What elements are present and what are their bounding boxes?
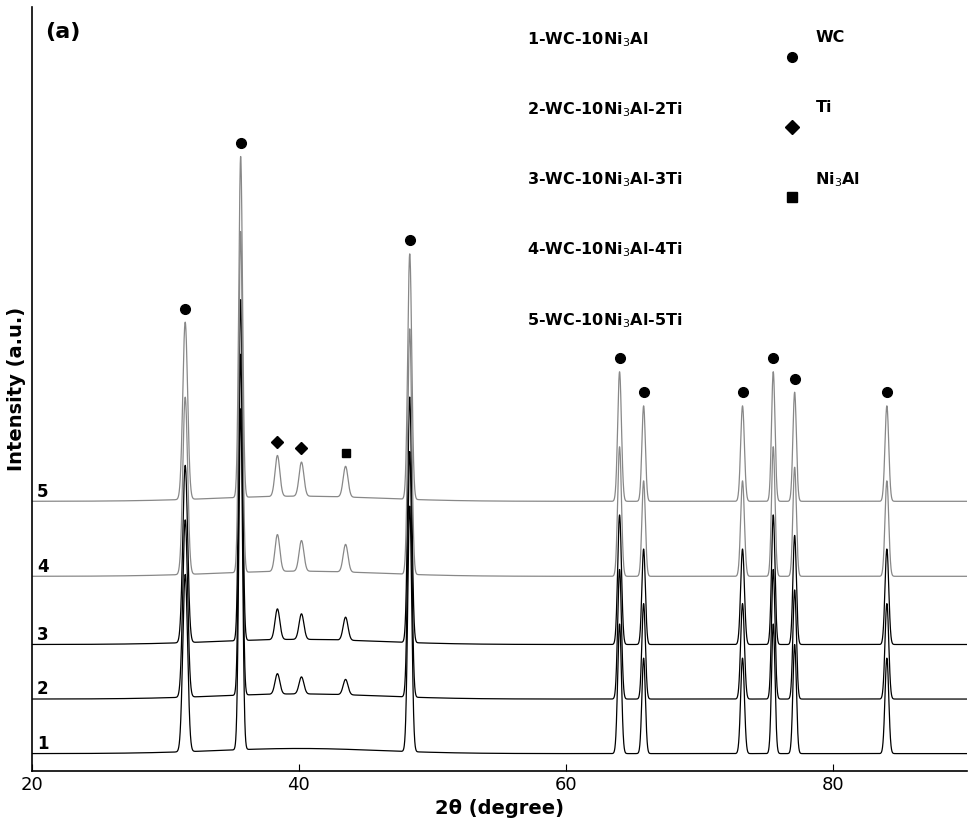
Text: WC: WC (815, 30, 844, 45)
Text: 5-WC-10Ni$_3$Al-5Ti: 5-WC-10Ni$_3$Al-5Ti (527, 311, 683, 330)
Y-axis label: Intensity (a.u.): Intensity (a.u.) (7, 307, 26, 471)
Text: 5: 5 (37, 483, 49, 501)
Text: 3-WC-10Ni$_3$Al-3Ti: 3-WC-10Ni$_3$Al-3Ti (527, 171, 683, 189)
Text: 4-WC-10Ni$_3$Al-4Ti: 4-WC-10Ni$_3$Al-4Ti (527, 241, 683, 259)
Text: 3: 3 (37, 626, 49, 644)
Text: 2-WC-10Ni$_3$Al-2Ti: 2-WC-10Ni$_3$Al-2Ti (527, 100, 683, 119)
Text: Ni$_3$Al: Ni$_3$Al (815, 171, 861, 189)
Text: 1: 1 (37, 735, 49, 753)
Text: Ti: Ti (815, 100, 832, 116)
Text: 4: 4 (37, 558, 49, 576)
Text: 1-WC-10Ni$_3$Al: 1-WC-10Ni$_3$Al (527, 30, 649, 49)
Text: (a): (a) (46, 22, 81, 42)
X-axis label: 2θ (degree): 2θ (degree) (434, 799, 564, 818)
Text: 2: 2 (37, 681, 49, 698)
